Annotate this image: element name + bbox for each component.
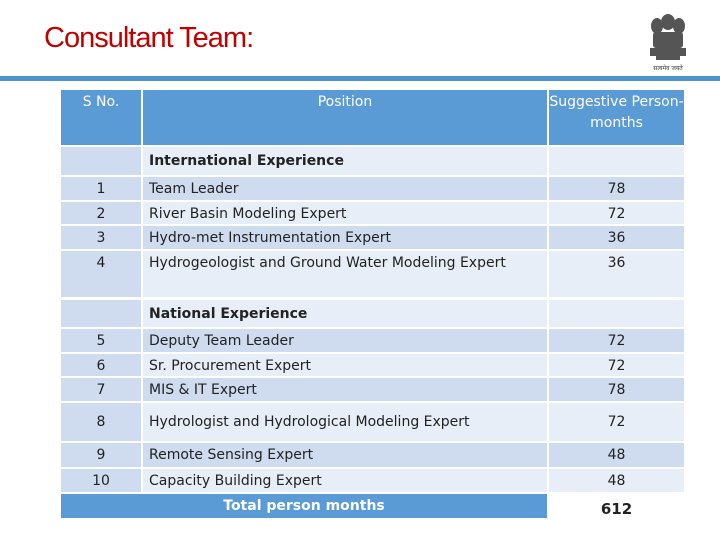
sno: 4 <box>61 251 141 297</box>
sno: 9 <box>61 443 141 467</box>
table: S No. Position Suggestive Person-months Int… <box>61 90 684 520</box>
person-months: 78 <box>549 177 684 200</box>
section-heading: International Experience <box>143 147 547 175</box>
emblem-caption: सत्यमेव जयते <box>653 64 683 72</box>
position: Remote Sensing Expert <box>143 443 547 467</box>
position: River Basin Modeling Expert <box>143 202 547 224</box>
table-row: 6 Sr. Procurement Expert 72 <box>61 354 684 376</box>
emblem-icon: सत्यमेव जयते <box>650 14 686 72</box>
title-rule <box>0 76 720 81</box>
person-months: 48 <box>549 469 684 492</box>
total-value: 612 <box>600 500 633 518</box>
months-cell <box>549 300 684 327</box>
table-row: 5 Deputy Team Leader 72 <box>61 329 684 352</box>
position: Team Leader <box>143 177 547 200</box>
section-row: International Experience <box>61 147 684 175</box>
table-row: 7 MIS & IT Expert 78 <box>61 378 684 401</box>
position: Hydrogeologist and Ground Water Modeling… <box>143 251 547 297</box>
column-header: Suggestive Person-months <box>549 90 684 145</box>
header-row: S No. Position Suggestive Person-months <box>61 90 684 145</box>
column-header: S No. <box>61 90 141 145</box>
sno-cell <box>61 147 141 175</box>
position: Hydro-met Instrumentation Expert <box>143 226 547 249</box>
person-months: 36 <box>549 226 684 249</box>
person-months: 72 <box>549 354 684 376</box>
column-header: Position <box>143 90 547 145</box>
sno: 7 <box>61 378 141 401</box>
sno: 5 <box>61 329 141 352</box>
sno: 10 <box>61 469 141 492</box>
position: Hydrologist and Hydrological Modeling Ex… <box>143 403 547 441</box>
position: Capacity Building Expert <box>143 469 547 492</box>
position: Sr. Procurement Expert <box>143 354 547 376</box>
section-heading: National Experience <box>143 300 547 327</box>
section-row: National Experience <box>61 300 684 327</box>
total-label: Total person months <box>61 494 547 518</box>
sno: 3 <box>61 226 141 249</box>
sno: 6 <box>61 354 141 376</box>
sno: 1 <box>61 177 141 200</box>
sno-cell <box>61 300 141 327</box>
person-months: 72 <box>549 202 684 224</box>
total-row: Total person months 612 <box>61 494 684 518</box>
table-row: 1 Team Leader 78 <box>61 177 684 200</box>
person-months: 36 <box>549 251 684 297</box>
person-months: 78 <box>549 378 684 401</box>
position: Deputy Team Leader <box>143 329 547 352</box>
person-months: 72 <box>549 403 684 441</box>
months-cell <box>549 147 684 175</box>
sno: 2 <box>61 202 141 224</box>
sno: 8 <box>61 403 141 441</box>
table-row: 3 Hydro-met Instrumentation Expert 36 <box>61 226 684 249</box>
table-row: 9 Remote Sensing Expert 48 <box>61 443 684 467</box>
position: MIS & IT Expert <box>143 378 547 401</box>
table-row: 10 Capacity Building Expert 48 <box>61 469 684 492</box>
person-months: 72 <box>549 329 684 352</box>
table-row: 4 Hydrogeologist and Ground Water Modelin… <box>61 251 684 297</box>
table-row: 2 River Basin Modeling Expert 72 <box>61 202 684 224</box>
emblem: सत्यमेव जयते <box>640 10 696 78</box>
slide-title: Consultant Team: <box>44 22 254 54</box>
person-months: 48 <box>549 443 684 467</box>
table-row: 8 Hydrologist and Hydrological Modeling E… <box>61 403 684 441</box>
